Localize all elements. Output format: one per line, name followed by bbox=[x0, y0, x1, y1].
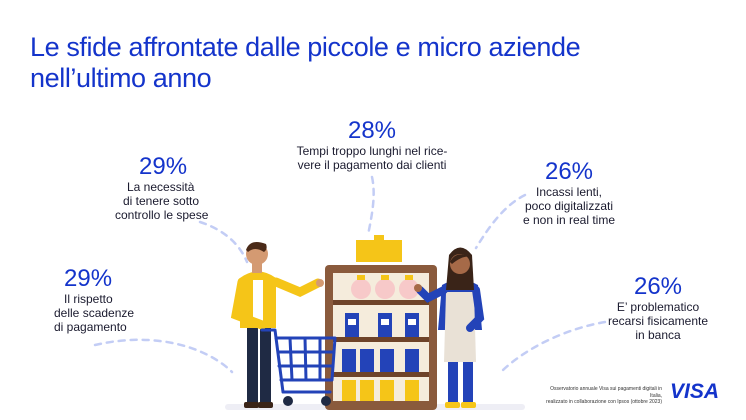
stat-payment-deadlines: 29% Il rispetto delle scadenze di pagame… bbox=[52, 265, 135, 335]
stat-label-line: Incassi lenti, bbox=[535, 185, 603, 199]
page-title: Le sfide affrontate dalle piccole e micr… bbox=[30, 32, 670, 94]
connector-center bbox=[366, 175, 375, 237]
stat-label-line: di pagamento bbox=[54, 320, 127, 334]
stat-label-line: Tempi troppo lunghi nel rice- bbox=[296, 144, 448, 158]
stat-label-line: di tenere sotto bbox=[123, 194, 200, 208]
stat-label-line: poco digitalizzati bbox=[524, 199, 614, 213]
title-line-2: nell’ultimo anno bbox=[30, 63, 212, 93]
stat-label-line: vere il pagamento dai clienti bbox=[297, 158, 447, 172]
shopper-man bbox=[230, 242, 324, 408]
footnote-line: Osservatorio annuale Visa sui pagamenti … bbox=[550, 386, 662, 399]
source-footnote: Osservatorio annuale Visa sui pagamenti … bbox=[542, 386, 662, 406]
connector-right-high bbox=[474, 193, 527, 250]
connector-left-high bbox=[198, 220, 249, 264]
visa-logo: VISA bbox=[670, 380, 720, 403]
shelf-unit bbox=[325, 235, 437, 410]
stat-payment-times: 28% Tempi troppo lunghi nel rice- vere i… bbox=[282, 117, 462, 173]
stat-percent: 29% bbox=[64, 265, 113, 292]
stat-percent: 28% bbox=[347, 117, 397, 144]
connector-left-low bbox=[93, 338, 234, 374]
stat-bank-visit: 26% E’ problematico recarsi fisicamente … bbox=[598, 273, 718, 343]
stat-percent: 26% bbox=[544, 158, 594, 185]
stat-slow-collections: 26% Incassi lenti, poco digitalizzati e … bbox=[514, 158, 624, 228]
stat-label-line: delle scadenze bbox=[54, 306, 135, 320]
title-line-1: Le sfide affrontate dalle piccole e micr… bbox=[30, 32, 581, 62]
shopping-cart bbox=[260, 328, 337, 394]
stat-label-line: Il rispetto bbox=[64, 292, 113, 306]
stat-expense-control: 29% La necessità di tenere sotto control… bbox=[115, 153, 225, 223]
stat-label-line: recarsi fisicamente bbox=[607, 314, 709, 328]
stat-label-line: e non in real time bbox=[522, 213, 616, 227]
stat-label-line: La necessità bbox=[127, 180, 195, 194]
stat-label-line: controllo le spese bbox=[115, 208, 209, 222]
stat-percent: 26% bbox=[633, 273, 683, 300]
stat-percent: 29% bbox=[139, 153, 188, 180]
stat-label-line: in banca bbox=[635, 328, 681, 342]
connector-right-low bbox=[501, 320, 607, 372]
footnote-line: realizzato in collaborazione con Ipsos (… bbox=[546, 399, 662, 405]
stat-label-line: E’ problematico bbox=[616, 300, 700, 314]
shopkeeper-woman bbox=[414, 247, 485, 408]
